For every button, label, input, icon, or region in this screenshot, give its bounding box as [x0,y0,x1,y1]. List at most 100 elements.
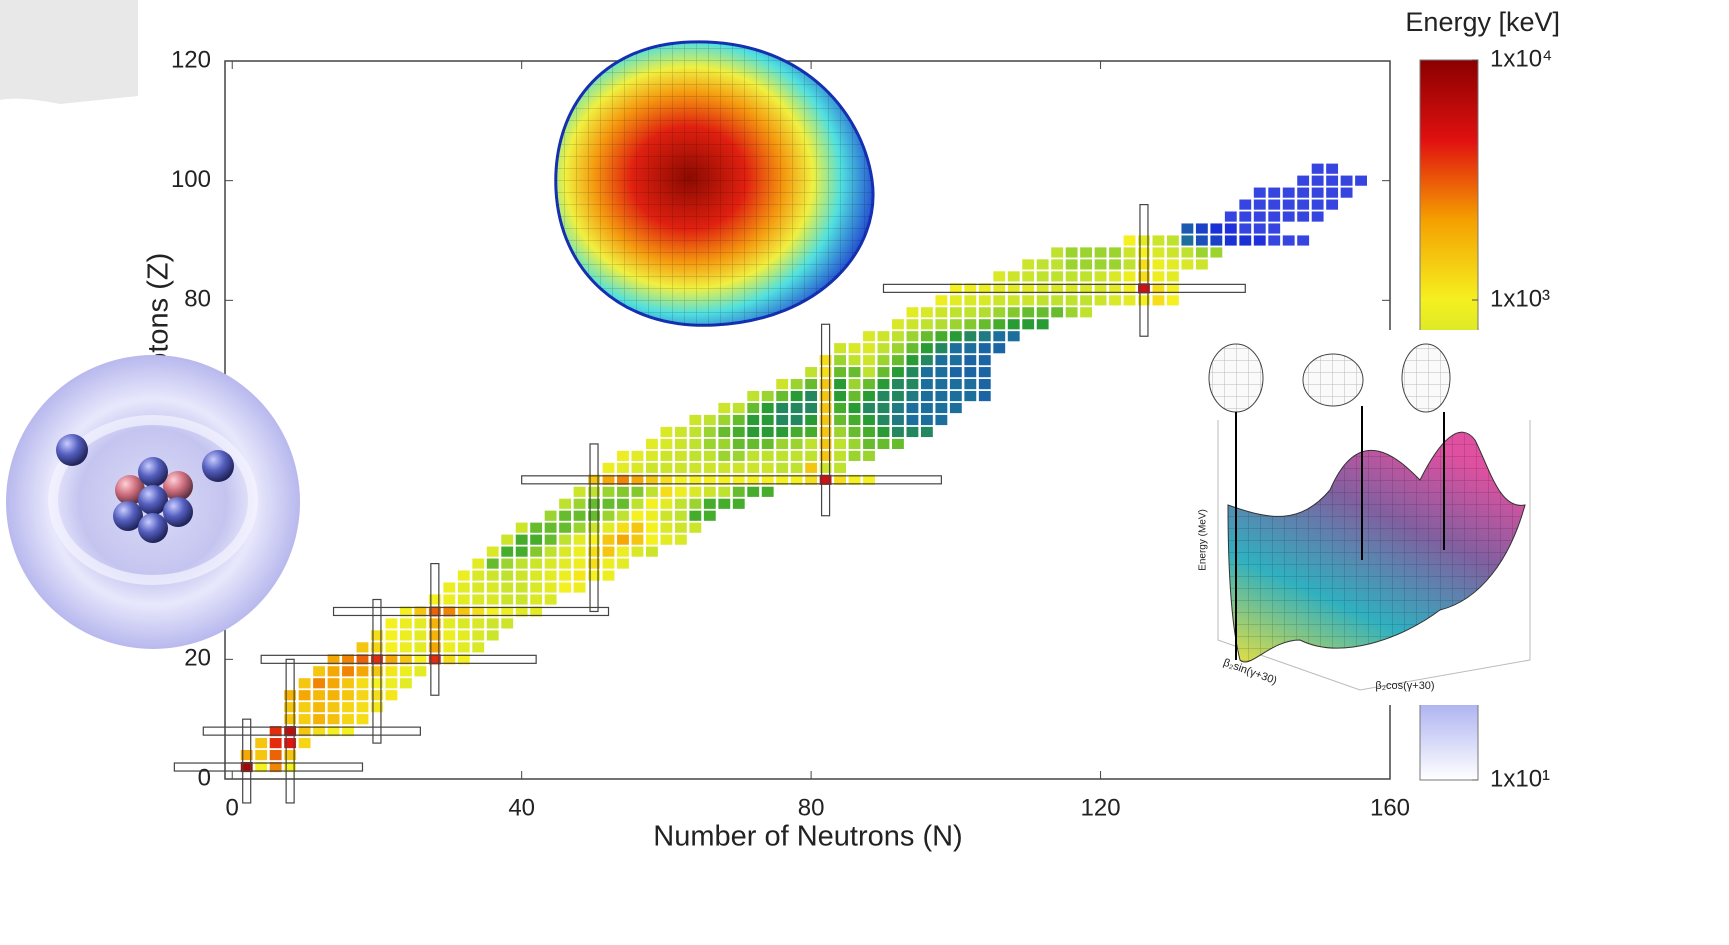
nucleus-cell [819,450,832,461]
nucleus-cell [530,582,543,593]
nucleus-cell [472,594,485,605]
nucleus-cell [472,642,485,653]
colorbar-tick-label: 1x10³ [1490,285,1550,312]
nucleus-cell [949,390,962,402]
nucleus-cell [1326,187,1339,198]
nucleus-cell [428,606,441,617]
cells [240,163,1367,773]
nucleus-cell [660,426,673,438]
nucleus-cell [848,390,861,402]
nucleus-cell [356,714,369,725]
nucleus-cell [1007,307,1020,318]
nucleus-cell [776,438,789,450]
nucleus-cell [544,594,557,605]
nucleus-cell [978,390,991,402]
nucleus-cell [1123,283,1136,294]
nucleus-cell [327,726,340,737]
nucleus-cell [718,438,731,450]
nucleus-cell [385,678,398,689]
nucleus-cell [1311,187,1324,198]
nucleus-cell [834,450,846,461]
nucleus-cell [863,343,875,354]
nucleus-cell [674,498,687,509]
nucleus-cell [660,534,673,545]
nucleus-cell [1109,271,1121,282]
nucleus-cell [935,343,948,354]
nucleus-cell [906,307,919,318]
nucleus-cell [1282,199,1295,210]
nucleus-cell [747,390,760,402]
nucleus-cell [689,486,702,497]
nucleus-cell [544,558,557,569]
nucleus-cell [1036,295,1049,306]
nucleus-cell [486,546,499,557]
nucleus-cell [1253,211,1266,222]
nucleus-cell [906,319,919,330]
nucleus-cell [920,390,933,402]
nucleus-cell [371,702,383,713]
nucleus-cell [515,606,528,617]
nucleus-cell [935,331,948,342]
nucleus-cell [1311,163,1324,174]
nucleus-cell [645,498,658,509]
magic-z-box [173,762,364,772]
nucleus-cell [428,594,441,605]
nucleus-cell [284,702,297,713]
nucleus-cell [1195,259,1208,270]
y-tick-label: 20 [184,645,211,672]
nucleus-cell [660,510,673,521]
nucleus-cell [848,450,861,461]
nucleus-cell [863,379,875,390]
nucleus-cell [1326,175,1339,186]
nucleus-cell [645,462,658,473]
nucleus-cell [906,355,919,366]
colorbar-title: Energy [keV] [1405,7,1560,37]
nucleus-cell [1094,259,1107,270]
nucleus-cell [1036,307,1049,318]
nucleus-cell [747,402,760,414]
nucleus-cell [819,379,832,390]
magic-n-box [285,658,295,804]
nucleus-cell [732,498,745,509]
nucleus-cell [906,426,919,438]
nucleus-cell [1036,271,1049,282]
nucleus-cell [284,726,297,737]
nucleus-cell [342,654,354,665]
nucleus-cell [1123,247,1136,258]
nucleus-cell [1268,211,1281,222]
nucleus-cell [342,702,354,713]
nucleus-cell [385,642,398,653]
nucleus-cell [602,534,615,545]
nucleus-cell [501,606,514,617]
nucleus-cell [428,642,441,653]
nucleus-cell [559,510,572,521]
nucleus-cell [631,534,644,545]
nucleus-cell [964,307,977,318]
nucleus-cell [617,450,629,461]
nucleus-cell [573,498,586,509]
nucleus-cell [689,414,702,426]
nucleus-cell [356,702,369,713]
nucleus-cell [255,749,268,761]
nucleus-cell [1138,295,1150,306]
nucleus-cell [703,474,716,485]
nucleus-cell [602,486,615,497]
nucleus-cell [327,654,340,665]
nucleus-cell [848,438,861,450]
nucleus-cell [1210,223,1223,234]
nucleus-cell [1326,163,1339,174]
nucleus-cell [1051,259,1064,270]
nucleus-cell [935,402,948,414]
nucleus-cell [631,522,644,533]
nucleus-cell [906,343,919,354]
nucleus-cell [1297,199,1310,210]
nucleus-cell [530,534,543,545]
nucleus-cell [1065,247,1078,258]
nucleus-cell [834,438,846,450]
nucleus-cell [414,630,427,641]
nucleus-cell [515,570,528,581]
nucleus-cell [964,343,977,354]
nucleus-cell [313,714,326,725]
nucleus-cell [645,522,658,533]
nucleus-cell [703,450,716,461]
